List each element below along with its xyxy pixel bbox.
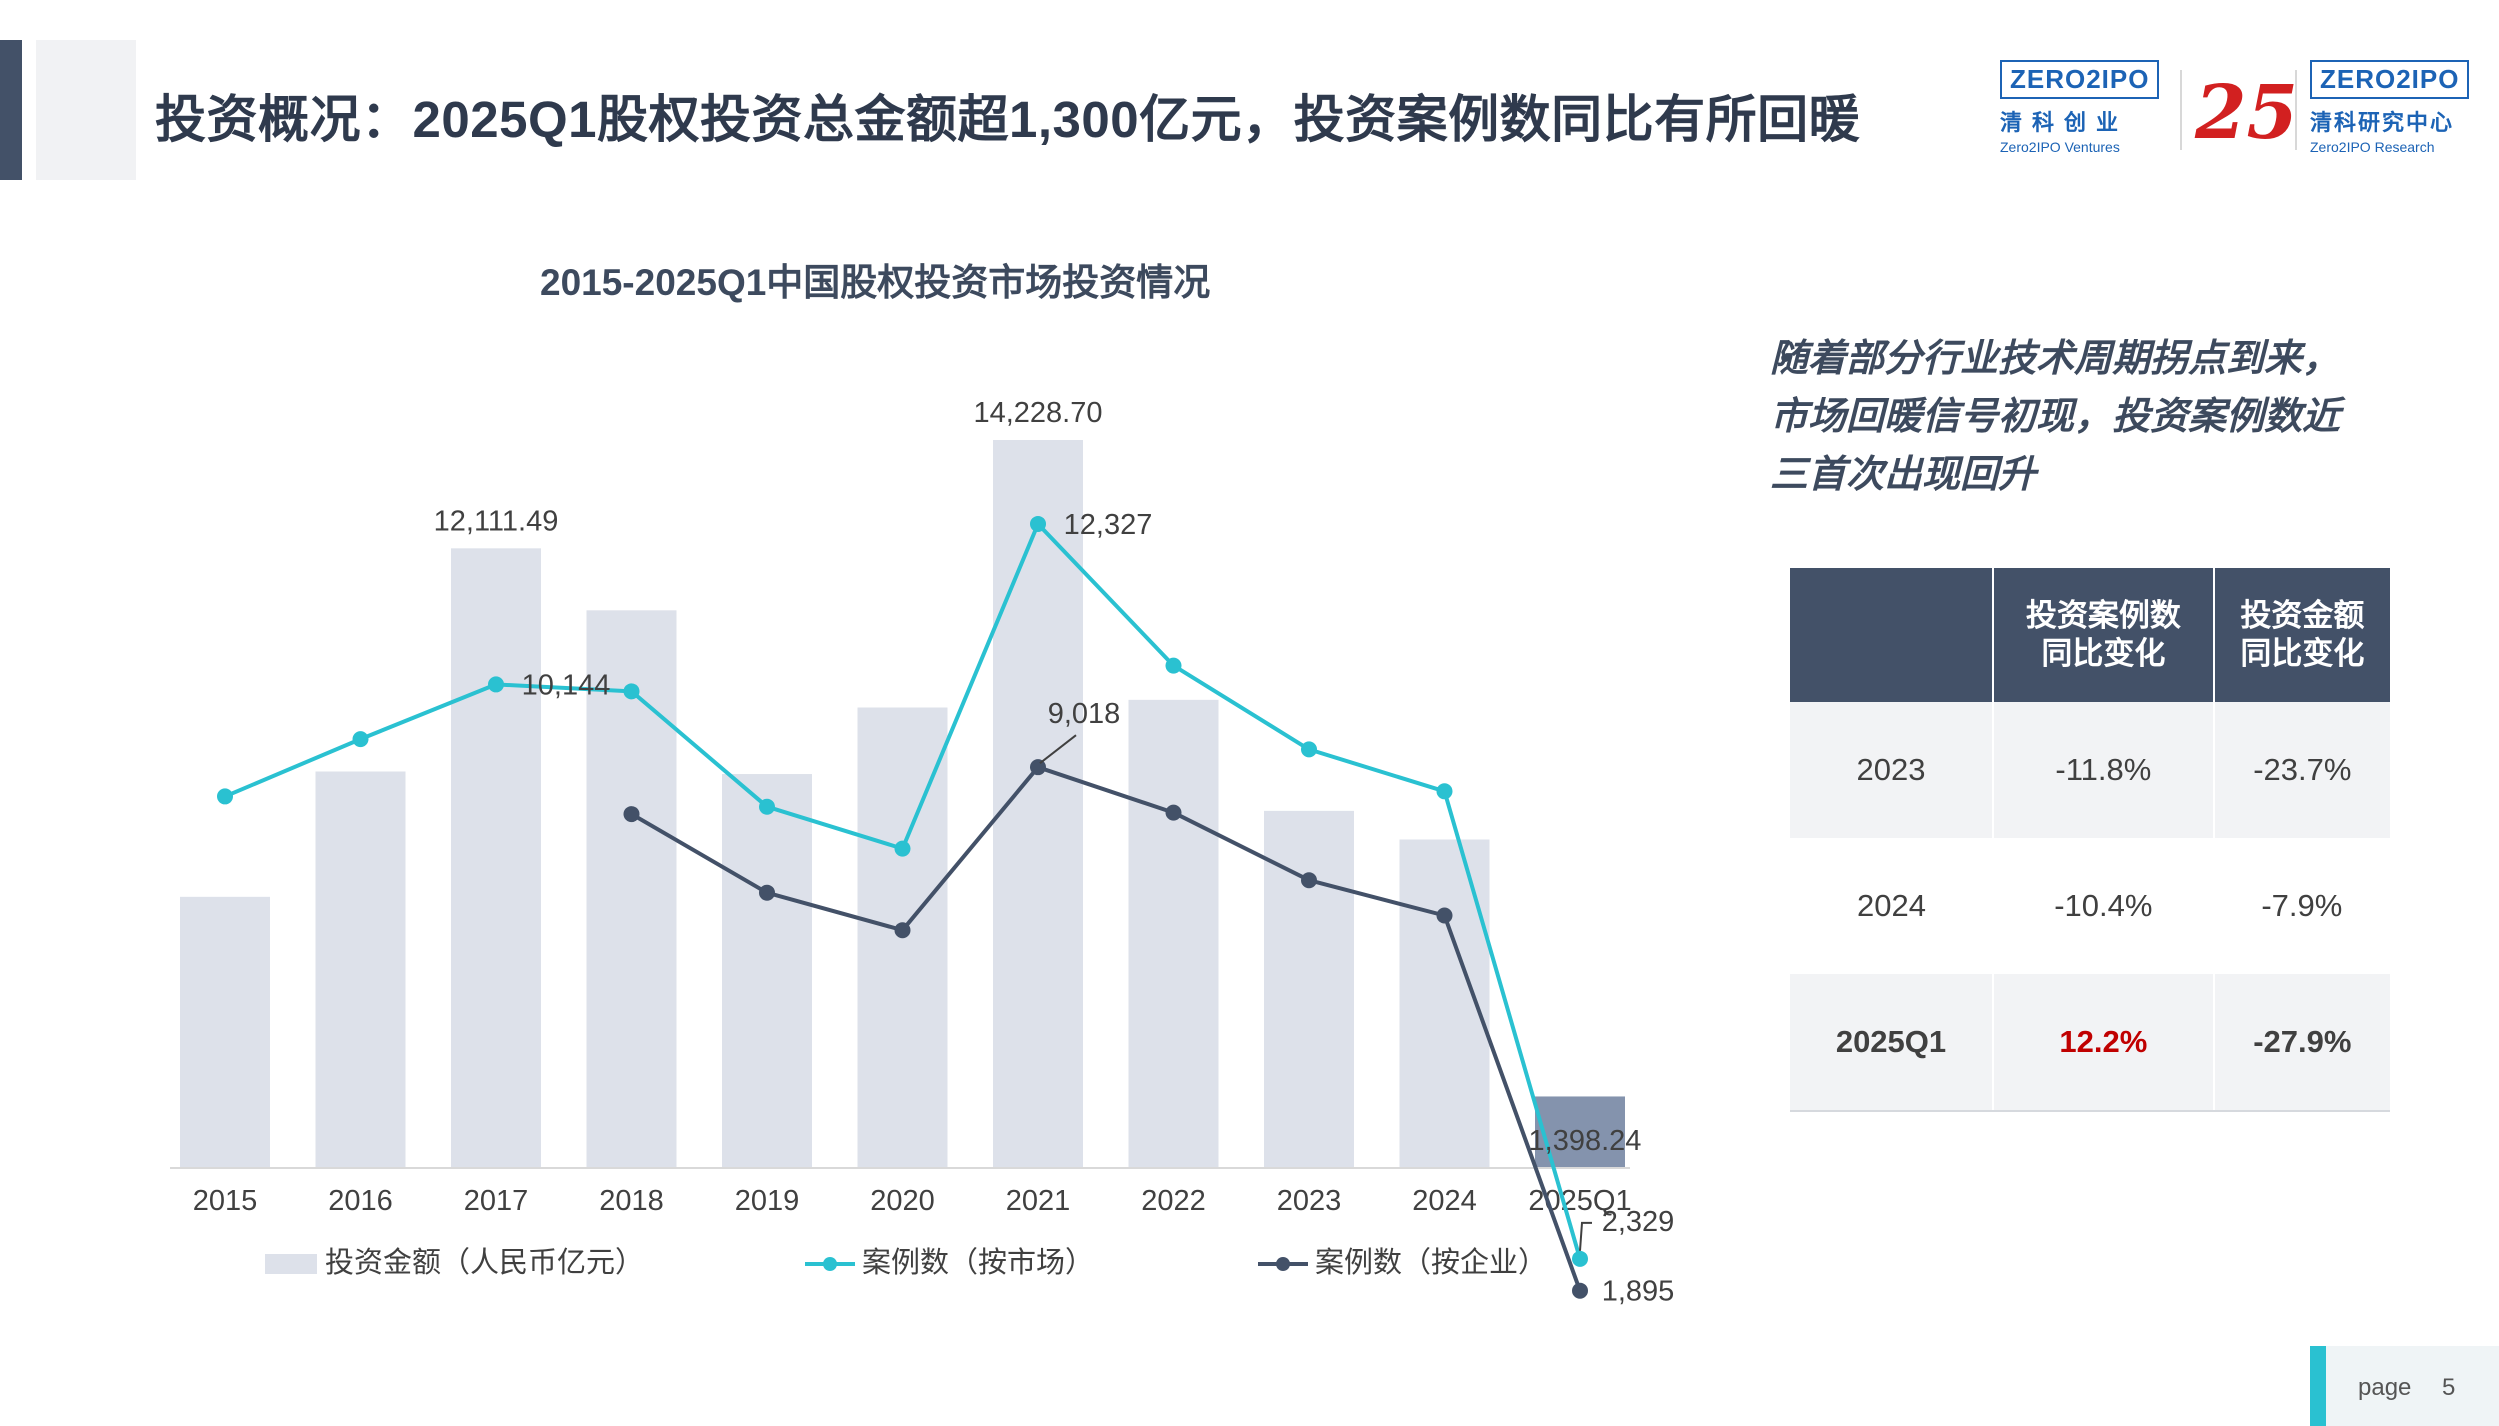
enterprise-cases-point-2024 — [1436, 907, 1453, 924]
investment-chart: 2015 2016 2017 2018 2019 2020 2021 2022 2023 2024… — [170, 397, 1675, 1308]
enterprise-cases-point-2018 — [623, 806, 640, 823]
ventures-en-name: Zero2IPO Ventures — [2000, 139, 2120, 155]
zero2ipo-ventures-logo: ZERO2IPO 清科创业 Zero2IPO Ventures — [2000, 60, 2160, 155]
x-tick-label-2024: 2024 — [1412, 1185, 1477, 1217]
ventures-cn-name: 清科创业 — [2000, 110, 2129, 135]
market-cases-point-2017 — [488, 676, 504, 693]
zero2ipo-research-logo: ZERO2IPO 清科研究中心 Zero2IPO Research — [2310, 60, 2470, 155]
x-tick-label-2022: 2022 — [1141, 1185, 1206, 1217]
zero2ipo-badge: ZERO2IPO — [2000, 60, 2160, 99]
market-cases-point-2020 — [894, 840, 911, 857]
legend-bar-swatch — [265, 1254, 317, 1274]
legend-market-marker — [823, 1257, 837, 1271]
bar-data-label-2021: 14,228.70 — [973, 397, 1102, 429]
x-tick-label-2023: 2023 — [1277, 1185, 1342, 1217]
research-cn-name: 清科研究中心 — [2310, 110, 2455, 135]
zero2ipo-badge: ZERO2IPO — [2310, 60, 2470, 99]
market-cases-point-2022 — [1165, 657, 1182, 674]
bar-2019 — [722, 774, 812, 1168]
period-cell: 2023 — [1790, 702, 1993, 838]
header-empty — [1790, 568, 1993, 702]
table-row: 2024 -10.4% -7.9% — [1790, 838, 2390, 974]
table-row: 2025Q1 12.2% -27.9% — [1790, 974, 2390, 1112]
bar-2022 — [1128, 699, 1219, 1168]
market-cases-point-2025Q1 — [1572, 1250, 1588, 1267]
x-tick-label-2020: 2020 — [870, 1185, 935, 1217]
enterprise-data-label-2025Q1: 1,895 — [1602, 1276, 1675, 1308]
cases-change-cell: -10.4% — [2054, 888, 2153, 923]
bullet-text: 随着部分行业技术周期拐点到来，市场回暖信号初现，投资案例数近三首次出现回升 — [1770, 338, 2341, 496]
title-accent-bar — [0, 40, 22, 180]
amount-change-cell: -7.9% — [2261, 888, 2343, 923]
legend-bar-label: 投资金额（人民币亿元） — [325, 1246, 644, 1279]
market-cases-point-2024 — [1436, 783, 1453, 800]
period-cell: 2025Q1 — [1790, 974, 1993, 1112]
period-cell: 2024 — [1857, 888, 1926, 923]
bar-2015 — [180, 896, 270, 1168]
yoy-change-table: 投资案例数 同比变化 投资金额 同比变化 2023 -11.8% -23.7% … — [1790, 568, 2390, 1112]
table-header-row: 投资案例数 同比变化 投资金额 同比变化 — [1790, 568, 2390, 702]
market-data-label-2021: 12,327 — [1064, 509, 1153, 541]
x-tick-label-2015: 2015 — [193, 1185, 258, 1217]
market-cases-point-2019 — [759, 798, 775, 815]
logo-divider — [2295, 70, 2297, 150]
market-cases-point-2023 — [1301, 741, 1317, 758]
enterprise-data-label-2021: 9,018 — [1048, 698, 1121, 730]
enterprise-cases-point-2023 — [1301, 872, 1317, 889]
x-tick-label-2021: 2021 — [1006, 1185, 1071, 1217]
anniversary-25-logo: 25 — [2195, 70, 2298, 156]
amount-change-cell: -23.7% — [2212, 702, 2390, 838]
page-number: 5 — [2442, 1374, 2456, 1401]
market-data-label-2025Q1: 2,329 — [1602, 1206, 1675, 1238]
bar-data-label-2017: 12,111.49 — [434, 505, 559, 537]
page-label: page — [2358, 1374, 2412, 1401]
cases-change-cell: -11.8% — [1992, 702, 2214, 838]
enterprise-cases-point-2022 — [1165, 804, 1182, 821]
legend-market-label: 案例数（按市场） — [862, 1246, 1094, 1279]
title-decoration-box — [36, 40, 136, 180]
market-data-label-2017: 10,144 — [522, 669, 611, 701]
market-label-leader — [1579, 1221, 1592, 1251]
enterprise-cases-point-2019 — [759, 884, 775, 901]
bar-2017 — [451, 548, 541, 1168]
table-row: 2023 -11.8% -23.7% — [1790, 702, 2390, 838]
page-title: 投资概况：2025Q1股权投资总金额超1,300亿元，投资案例数同比有所回暖 — [155, 91, 1861, 148]
chart-title: 2015-2025Q1中国股权投资市场投资情况 — [540, 262, 1211, 303]
cases-change-cell: 12.2% — [1992, 974, 2214, 1112]
x-tick-label-2017: 2017 — [464, 1185, 529, 1217]
page-accent-bar — [2310, 1346, 2326, 1426]
market-cases-point-2015 — [217, 788, 233, 805]
market-cases-point-2021 — [1030, 515, 1046, 532]
bar-2016 — [315, 771, 406, 1168]
bullet-icon: • — [1780, 342, 1791, 375]
amount-change-cell: -27.9% — [2212, 974, 2390, 1112]
enterprise-cases-line — [630, 765, 1582, 1292]
bar-2023 — [1264, 810, 1354, 1168]
research-en-name: Zero2IPO Research — [2310, 139, 2435, 155]
enterprise-label-leader — [1039, 734, 1077, 764]
legend-enterprise-marker — [1276, 1257, 1290, 1271]
logo-divider — [2180, 70, 2182, 150]
enterprise-cases-point-2025Q1 — [1572, 1282, 1588, 1299]
legend-enterprise-label: 案例数（按企业） — [1315, 1246, 1547, 1279]
bar-2018 — [586, 610, 677, 1168]
x-tick-label-2019: 2019 — [735, 1185, 800, 1217]
x-tick-label-2016: 2016 — [328, 1185, 393, 1217]
x-tick-label-2018: 2018 — [599, 1185, 664, 1217]
header-cases-change: 投资案例数 同比变化 — [1992, 568, 2214, 702]
bar-data-label-2025Q1: 1,398.24 — [1529, 1125, 1642, 1157]
enterprise-cases-point-2021 — [1030, 759, 1046, 776]
enterprise-cases-point-2020 — [894, 922, 911, 939]
market-cases-point-2016 — [352, 731, 369, 748]
market-cases-point-2018 — [623, 683, 640, 700]
logo-group: ZERO2IPO 清科创业 Zero2IPO Ventures 25 ZERO2… — [2000, 60, 2470, 170]
header-amount-change: 投资金额 同比变化 — [2212, 568, 2390, 702]
